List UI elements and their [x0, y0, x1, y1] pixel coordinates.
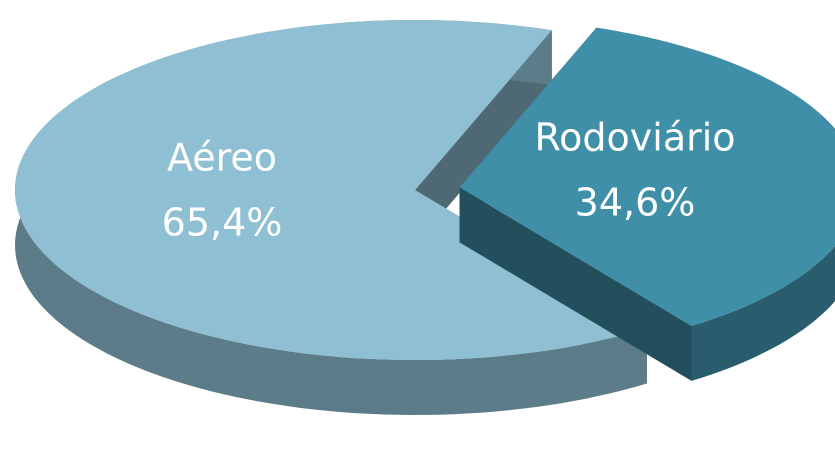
slice-side: [15, 20, 647, 415]
slice-label: Rodoviário: [534, 116, 735, 160]
slice-value-label: 65,4%: [162, 201, 283, 245]
slice-label: Aéreo: [167, 136, 277, 180]
slice: [459, 27, 835, 326]
slice: [15, 20, 647, 360]
slice-cut-face: [415, 30, 552, 245]
slice-cut-face: [459, 187, 692, 381]
slice-value-label: 34,6%: [575, 181, 696, 225]
